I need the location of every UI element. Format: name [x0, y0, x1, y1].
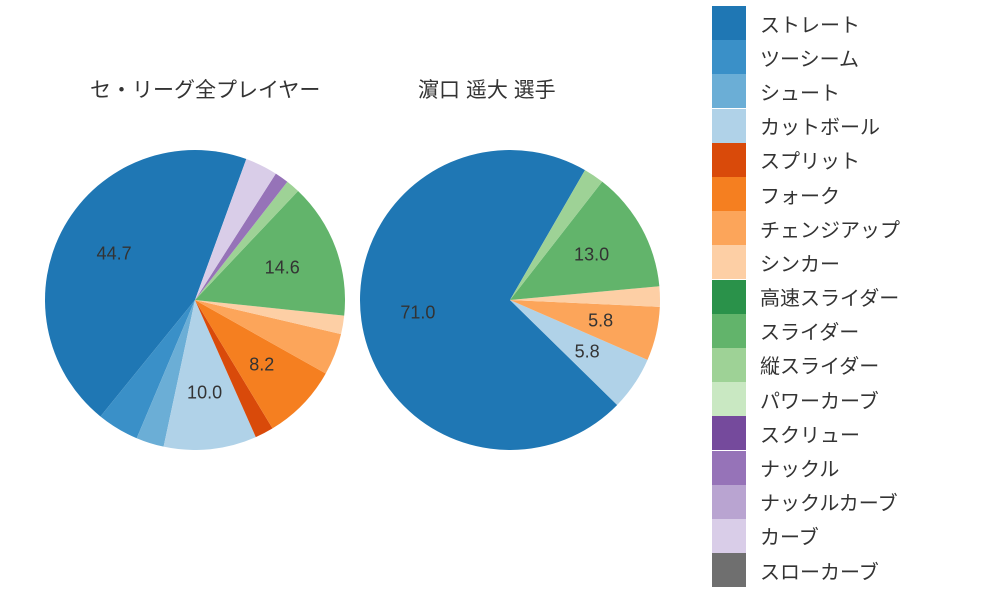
legend-label: ストレート — [746, 9, 860, 38]
pie-title-2: 濵口 遥大 選手 — [418, 74, 556, 104]
legend-swatch — [712, 245, 746, 279]
pie-slice-label: 5.8 — [588, 311, 613, 332]
pie-title-1: セ・リーグ全プレイヤー — [90, 74, 320, 104]
legend-swatch — [712, 416, 746, 450]
legend-swatch — [712, 280, 746, 314]
legend-label: スローカーブ — [746, 556, 879, 585]
legend-swatch — [712, 519, 746, 553]
legend-swatch — [712, 451, 746, 485]
pie-slice-label: 71.0 — [400, 302, 435, 323]
legend-item: チェンジアップ — [712, 211, 982, 245]
pie-chart-2 — [360, 150, 660, 450]
legend-swatch — [712, 6, 746, 40]
pie-slice-label: 8.2 — [249, 354, 274, 375]
legend-item: スプリット — [712, 143, 982, 177]
pie-slice-label: 44.7 — [97, 244, 132, 265]
legend-item: 高速スライダー — [712, 280, 982, 314]
legend-swatch — [712, 485, 746, 519]
legend-item: シンカー — [712, 245, 982, 279]
legend-label: シンカー — [746, 248, 840, 277]
pie-slice-label: 10.0 — [187, 382, 222, 403]
legend-label: スプリット — [746, 145, 860, 174]
legend-item: スライダー — [712, 314, 982, 348]
pie-chart-1 — [45, 150, 345, 450]
legend-item: スローカーブ — [712, 553, 982, 587]
legend-swatch — [712, 143, 746, 177]
legend-label: パワーカーブ — [746, 385, 879, 414]
legend-item: カーブ — [712, 519, 982, 553]
legend-item: パワーカーブ — [712, 382, 982, 416]
legend-item: ナックル — [712, 450, 982, 484]
legend-swatch — [712, 177, 746, 211]
pie-slice-label: 5.8 — [575, 341, 600, 362]
legend-label: チェンジアップ — [746, 214, 900, 243]
legend-swatch — [712, 109, 746, 143]
legend-item: ツーシーム — [712, 40, 982, 74]
legend-item: スクリュー — [712, 416, 982, 450]
legend-label: 高速スライダー — [746, 282, 899, 311]
legend-label: カーブ — [746, 521, 819, 550]
legend-item: 縦スライダー — [712, 348, 982, 382]
pie-slice-label: 13.0 — [574, 245, 609, 266]
chart-stage: セ・リーグ全プレイヤー 濵口 遥大 選手 ストレートツーシームシュートカットボー… — [0, 0, 1000, 600]
legend-item: シュート — [712, 74, 982, 108]
legend-label: スクリュー — [746, 419, 860, 448]
legend-label: 縦スライダー — [746, 350, 879, 379]
legend-label: ナックルカーブ — [746, 487, 898, 516]
legend-swatch — [712, 211, 746, 245]
legend-swatch — [712, 382, 746, 416]
legend-swatch — [712, 348, 746, 382]
legend-item: ストレート — [712, 6, 982, 40]
legend-item: ナックルカーブ — [712, 485, 982, 519]
legend-label: スライダー — [746, 316, 859, 345]
legend-swatch — [712, 314, 746, 348]
legend-label: ツーシーム — [746, 43, 859, 72]
legend-label: ナックル — [746, 453, 839, 482]
legend-swatch — [712, 553, 746, 587]
legend-swatch — [712, 74, 746, 108]
legend: ストレートツーシームシュートカットボールスプリットフォークチェンジアップシンカー… — [712, 6, 982, 587]
legend-label: シュート — [746, 77, 840, 106]
legend-item: カットボール — [712, 109, 982, 143]
legend-item: フォーク — [712, 177, 982, 211]
pie-slice-label: 14.6 — [265, 257, 300, 278]
legend-label: カットボール — [746, 111, 880, 140]
legend-swatch — [712, 40, 746, 74]
legend-label: フォーク — [746, 180, 840, 209]
